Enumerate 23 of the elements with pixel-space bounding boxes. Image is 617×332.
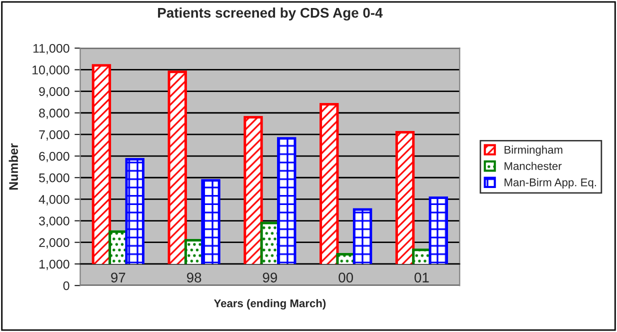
y-tick-label: 6,000	[39, 152, 70, 162]
y-tick-label: 5,000	[39, 173, 70, 184]
chart-title: Patients screened by CDS Age 0-4	[158, 8, 383, 21]
x-tick-label: 01	[414, 272, 429, 282]
x-axis-title: Years (ending March)	[214, 299, 326, 310]
x-tick-label: 99	[262, 272, 278, 282]
y-tick-label: 11,000	[33, 44, 70, 54]
x-tick-label: 00	[338, 272, 354, 282]
x-tick-label: 97	[111, 272, 126, 282]
y-tick-label: 3,000	[38, 216, 70, 227]
y-tick-label: 7,000	[39, 130, 70, 141]
y-tick-label: 10,000	[32, 66, 70, 76]
y-axis-title: Number	[8, 143, 18, 190]
y-tick-label: 2,000	[39, 238, 70, 248]
legend-label: Birmingham	[504, 146, 562, 156]
legend-label: Man-Birm App. Eq.	[504, 178, 596, 189]
x-tick-label: 98	[186, 272, 202, 282]
y-tick-label: 8,000	[39, 108, 70, 120]
y-tick-label: 4,000	[38, 195, 70, 206]
legend-label: Manchester	[504, 162, 562, 170]
y-tick-label: 9,000	[39, 87, 70, 98]
y-tick-label: 1,000	[39, 260, 70, 270]
y-tick-label: 0	[63, 281, 70, 290]
